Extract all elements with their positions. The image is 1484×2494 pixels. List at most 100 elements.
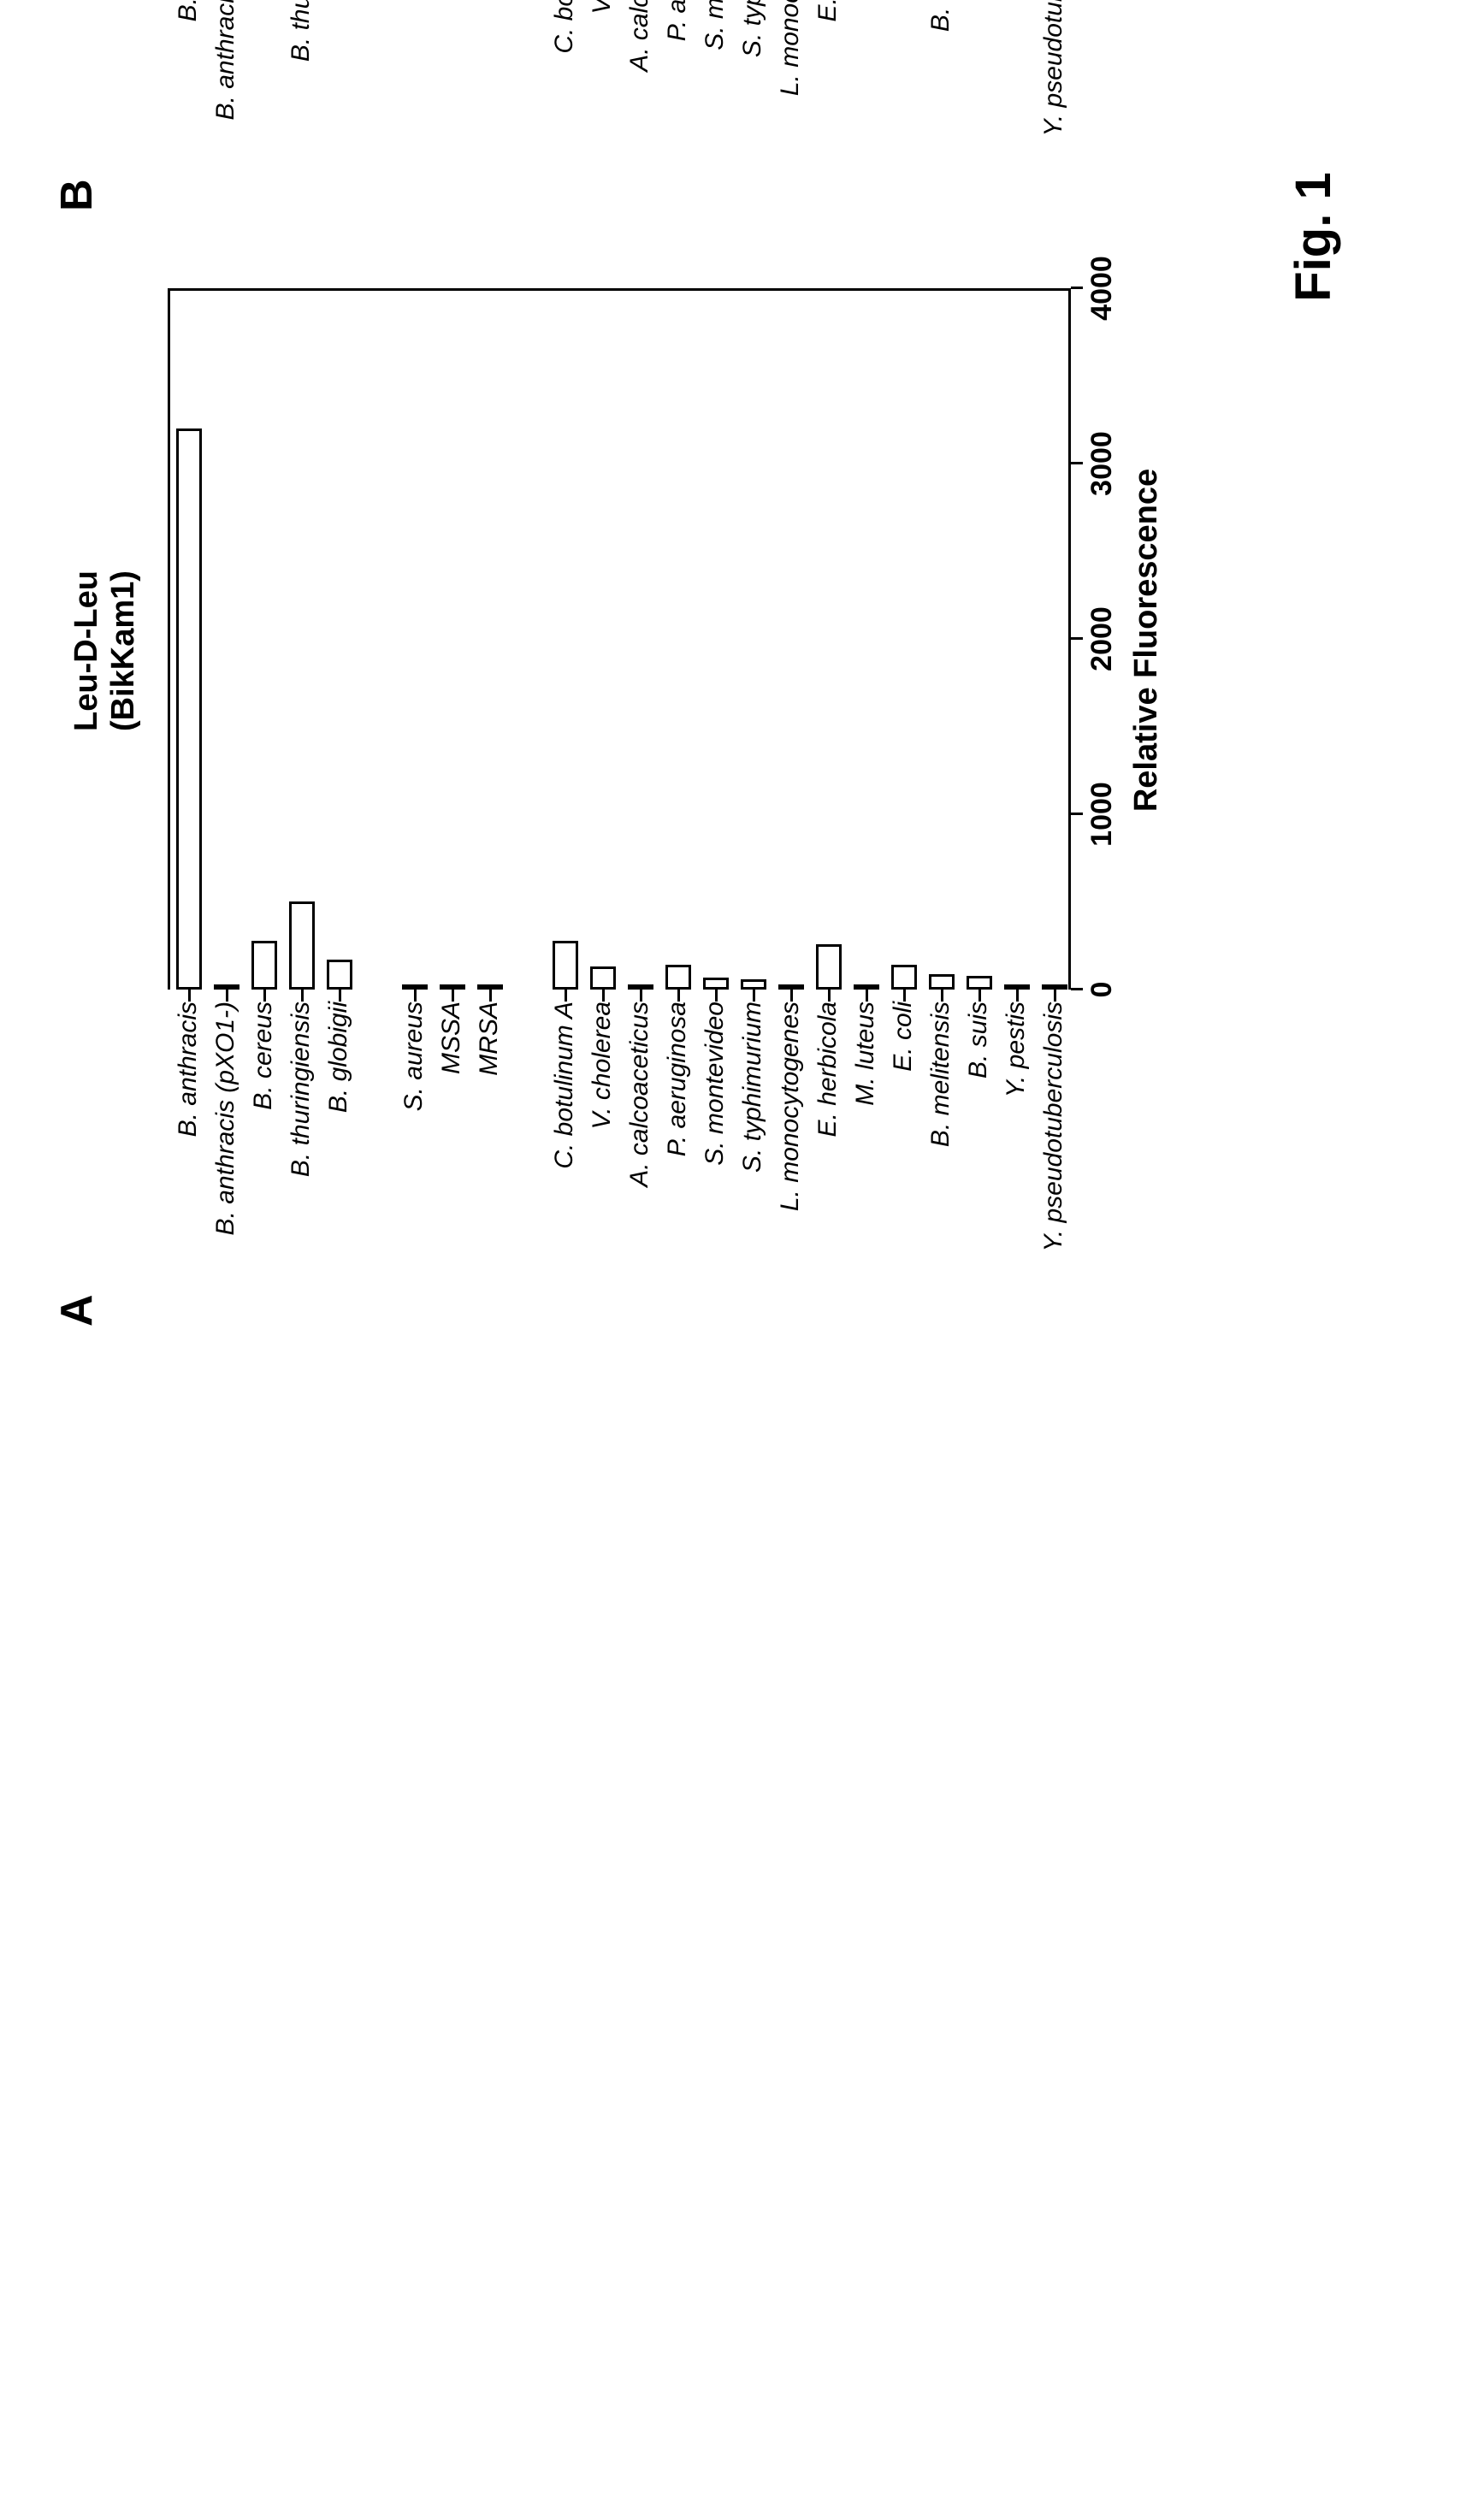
bar-rect: [703, 978, 729, 990]
y-tick: [188, 990, 191, 1002]
category-label: B. thuringiensis: [287, 0, 316, 62]
bar: [929, 974, 955, 990]
x-tick-label: 2000: [1085, 606, 1119, 671]
category-label: M. luteus: [851, 1002, 880, 1106]
category-label: Y. pseudotuberculosis: [1039, 1002, 1068, 1251]
x-tick-label: 1000: [1085, 782, 1119, 847]
bar-rect: [327, 960, 352, 990]
panel-letter: B: [51, 179, 103, 211]
category-label: S. montevideo: [701, 1002, 730, 1166]
bar-rect: [289, 902, 315, 990]
bar: [251, 941, 277, 990]
bar: [440, 984, 465, 990]
x-tick: [1071, 813, 1083, 815]
y-tick: [753, 990, 755, 1002]
bar: [703, 978, 729, 990]
bar: [854, 984, 879, 990]
category-label: A. calcoaceticus: [625, 0, 654, 72]
panel-a: ALeu-D-Leu(BikKam1)B. anthracisB. anthra…: [68, 288, 1071, 1301]
category-label: B. globigii: [324, 1002, 353, 1113]
x-tick: [1071, 988, 1083, 990]
y-tick: [640, 990, 642, 1002]
bar: [477, 984, 503, 990]
bar-rect: [477, 984, 503, 990]
bar-rect: [590, 966, 616, 990]
category-label: S. montevideo: [701, 0, 730, 50]
chart: B. anthracisB. anthracis (pXO1-)B. cereu…: [168, 0, 1071, 186]
bar: [590, 966, 616, 990]
x-tick: [1071, 462, 1083, 464]
bar-rect: [176, 428, 202, 990]
category-label: B. anthracis: [174, 0, 203, 21]
bar: [289, 902, 315, 990]
panel-letter: A: [51, 1294, 103, 1327]
category-label: S. aureus: [399, 1002, 429, 1111]
bar-rect: [402, 984, 428, 990]
bar: [891, 965, 917, 990]
bar-rect: [628, 984, 653, 990]
category-label: MRSA: [475, 1002, 504, 1076]
y-tick: [339, 990, 341, 1002]
bar-rect: [251, 941, 277, 990]
bar-rect: [778, 984, 804, 990]
y-axis-labels: B. anthracisB. anthracis (pXO1-)B. cereu…: [168, 0, 1071, 186]
bar: [1004, 984, 1030, 990]
bar: [778, 984, 804, 990]
category-label: C. botulinum A: [550, 1002, 579, 1169]
y-tick: [263, 990, 266, 1002]
y-tick: [1016, 990, 1019, 1002]
x-tick: [1071, 287, 1083, 289]
y-tick: [414, 990, 417, 1002]
category-label: P. aeruginosa: [663, 0, 692, 41]
category-label: L. monocytogenes: [776, 0, 805, 96]
category-label: S. typhimurium: [738, 1002, 767, 1173]
bar: [176, 428, 202, 990]
category-label: A. calcoaceticus: [625, 1002, 654, 1187]
bar-rect: [816, 944, 842, 990]
bar: [665, 965, 691, 990]
y-tick: [828, 990, 831, 1002]
y-tick: [452, 990, 454, 1002]
y-tick: [790, 990, 793, 1002]
bar-rect: [1004, 984, 1030, 990]
bar-rect: [854, 984, 879, 990]
category-label: E. herbicola: [813, 0, 843, 21]
plot-area: 01000200030004000Relative Fluorescence: [168, 288, 1071, 990]
y-tick: [565, 990, 567, 1002]
category-label: V. cholerea: [588, 1002, 617, 1130]
bar: [628, 984, 653, 990]
bar-rect: [214, 984, 239, 990]
x-tick-label: 0: [1085, 982, 1119, 998]
category-label: E. coli: [889, 1002, 918, 1072]
y-tick: [226, 990, 228, 1002]
bar-rect: [967, 976, 992, 990]
category-label: Y. pestis: [1002, 1002, 1031, 1097]
chart: B. anthracisB. anthracis (pXO1-)B. cereu…: [168, 288, 1071, 1301]
bar-rect: [1042, 984, 1067, 990]
category-label: B. cereus: [249, 1002, 278, 1110]
category-label: Y. pseudotuberculosis: [1039, 0, 1068, 136]
y-tick: [903, 990, 906, 1002]
bar: [816, 944, 842, 990]
x-axis-title: Relative Fluorescence: [1128, 291, 1165, 990]
y-tick: [715, 990, 718, 1002]
bar-rect: [891, 965, 917, 990]
category-label: B. melitensis: [926, 0, 955, 32]
category-label: P. aeruginosa: [663, 1002, 692, 1156]
y-tick: [978, 990, 981, 1002]
y-tick: [866, 990, 868, 1002]
category-label: B. anthracis (pXO1-): [211, 0, 240, 120]
category-label: V. cholerea: [588, 0, 617, 15]
category-label: MSSA: [437, 1002, 466, 1074]
y-tick: [602, 990, 605, 1002]
bar: [214, 984, 239, 990]
category-label: L. monocytogenes: [776, 1002, 805, 1211]
bar: [967, 976, 992, 990]
category-label: B. anthracis: [174, 1002, 203, 1137]
figure-label: Fig. 1: [1285, 0, 1342, 1484]
y-tick: [1054, 990, 1056, 1002]
x-tick-label: 4000: [1085, 256, 1119, 321]
y-tick: [941, 990, 943, 1002]
category-label: S. typhimurium: [738, 0, 767, 57]
chart-title-line1: Leu-D-Leu: [68, 300, 105, 1002]
